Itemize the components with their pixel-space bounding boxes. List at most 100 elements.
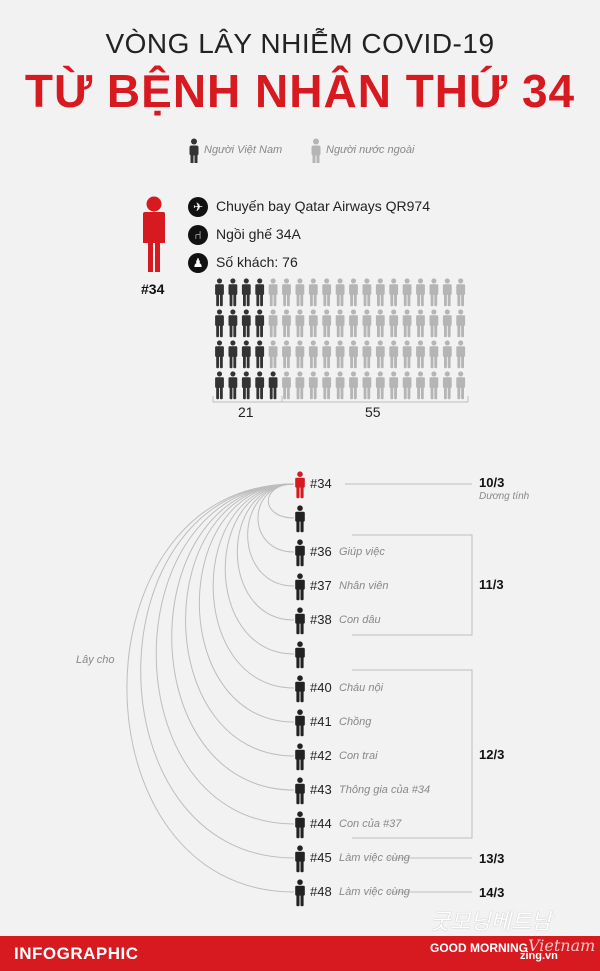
spread-arc — [171, 483, 295, 791]
foreign-passenger-icon — [429, 278, 439, 307]
foreign-passenger-icon — [282, 371, 291, 400]
foreign-passenger-icon — [442, 340, 452, 369]
node-desc-label: Làm việc cùng — [339, 852, 410, 864]
foreign-passenger-icon — [295, 309, 305, 338]
spread-label: Lây cho — [74, 654, 117, 666]
foreign-passenger-icon — [362, 278, 372, 307]
patient-id-label: #34 — [141, 281, 165, 297]
case-node-icon — [295, 777, 305, 805]
date-label: 14/3 — [479, 885, 505, 900]
flight-row: ✈ Chuyến bay Qatar Airways QR974 — [188, 197, 488, 219]
vietnamese-passenger-icon — [215, 371, 224, 400]
spread-arc — [257, 483, 295, 553]
node-desc-label: Cháu nội — [339, 682, 384, 694]
spread-arc — [185, 483, 295, 757]
node-id-label: #40 — [310, 680, 332, 695]
case-node-icon — [295, 641, 305, 669]
title-line-1: VÒNG LÂY NHIỄM COVID-19 — [105, 28, 495, 59]
date-label: 13/3 — [479, 851, 505, 866]
foreign-passenger-icon — [349, 309, 358, 338]
passenger-grid — [215, 278, 466, 400]
node-id-label: #37 — [310, 578, 332, 593]
vietnamese-passenger-icon — [241, 278, 251, 307]
node-id-label: #42 — [310, 748, 332, 763]
spread-diagram — [126, 471, 473, 907]
foreign-passenger-icon — [282, 340, 291, 369]
vietnamese-passenger-icon — [255, 371, 265, 400]
node-id-label: #44 — [310, 816, 332, 831]
vietnamese-passenger-icon — [228, 278, 238, 307]
node-id-label: #38 — [310, 612, 332, 627]
seat-row: ⑁ Ngồi ghế 34A — [188, 225, 488, 247]
vietnamese-passenger-icon — [255, 278, 265, 307]
node-id-label: #43 — [310, 782, 332, 797]
case-node-icon — [295, 879, 305, 907]
patient-node-icon — [295, 471, 305, 499]
foreign-passenger-icon — [456, 340, 466, 369]
node-desc-label: Con trai — [339, 750, 378, 762]
vietnamese-passenger-icon — [255, 309, 265, 338]
foreign-passenger-icon — [429, 371, 439, 400]
spread-arc — [126, 483, 295, 893]
legend-vietnamese-label: Người Việt Nam — [204, 144, 283, 156]
brand-name: GOOD MORNING — [430, 941, 528, 955]
foreign-passenger-icon — [362, 371, 372, 400]
node-id-label: #45 — [310, 850, 332, 865]
passengers-row: ♟ Số khách: 76 — [188, 253, 488, 275]
seat-text: Ngồi ghế 34A — [216, 226, 301, 242]
foreign-passenger-icon — [402, 309, 412, 338]
foreign-passenger-icon — [416, 278, 425, 307]
foreign-passenger-icon — [322, 371, 332, 400]
node-desc-label: Chồng — [339, 716, 372, 728]
footer-label: INFOGRAPHIC — [14, 944, 139, 963]
foreign-passenger-icon — [416, 371, 425, 400]
spread-arc — [199, 483, 295, 723]
case-node-icon — [295, 709, 305, 737]
foreign-passenger-icon — [456, 278, 466, 307]
foreign-passenger-icon — [308, 340, 318, 369]
brand-domain: zing.vn — [520, 950, 558, 962]
vietnamese-passenger-icon — [241, 309, 251, 338]
foreign-passenger-icon — [349, 371, 358, 400]
seat-icon: ⑁ — [188, 225, 208, 245]
foreign-passenger-icon — [335, 309, 345, 338]
foreign-passenger-icon — [362, 340, 372, 369]
patient-34-figure — [143, 196, 165, 272]
vietnamese-passenger-icon — [215, 309, 224, 338]
foreign-passenger-icon — [402, 340, 412, 369]
case-node-icon — [295, 811, 305, 839]
vietnamese-passenger-icon — [241, 371, 251, 400]
flight-text: Chuyến bay Qatar Airways QR974 — [216, 198, 430, 214]
foreign-person-icon — [311, 138, 321, 163]
foreign-passenger-icon — [335, 340, 345, 369]
foreign-passenger-icon — [335, 371, 345, 400]
node-desc-label: Giúp việc — [339, 546, 385, 558]
vietnamese-passenger-icon — [228, 371, 238, 400]
foreign-passenger-icon — [416, 340, 425, 369]
foreign-passenger-icon — [375, 371, 385, 400]
case-node-icon — [295, 845, 305, 873]
foreign-passenger-icon — [389, 340, 399, 369]
node-desc-label: Thông gia của #34 — [339, 784, 431, 796]
node-id-label: #36 — [310, 544, 332, 559]
spread-arc — [155, 483, 295, 825]
vietnamese-passenger-icon — [268, 371, 278, 400]
vietnamese-passenger-icon — [215, 340, 224, 369]
foreign-passenger-icon — [308, 309, 318, 338]
case-node-icon — [295, 505, 305, 533]
vietnamese-passenger-icon — [215, 278, 224, 307]
foreign-passenger-icon — [442, 278, 452, 307]
date-label: 12/3 — [479, 747, 505, 762]
node-desc-label: Con dâu — [339, 614, 381, 626]
node-desc-label: Nhân viên — [339, 580, 389, 592]
foreign-passenger-icon — [282, 278, 291, 307]
spread-arc — [140, 483, 295, 859]
foreign-passenger-icon — [308, 278, 318, 307]
node-id-label: #34 — [310, 476, 332, 491]
foreign-passenger-icon — [416, 309, 425, 338]
foreign-passenger-icon — [442, 309, 452, 338]
case-node-icon — [295, 607, 305, 635]
spread-arc — [247, 483, 295, 587]
foreign-passenger-icon — [402, 371, 412, 400]
vietnamese-count: 21 — [238, 404, 254, 420]
